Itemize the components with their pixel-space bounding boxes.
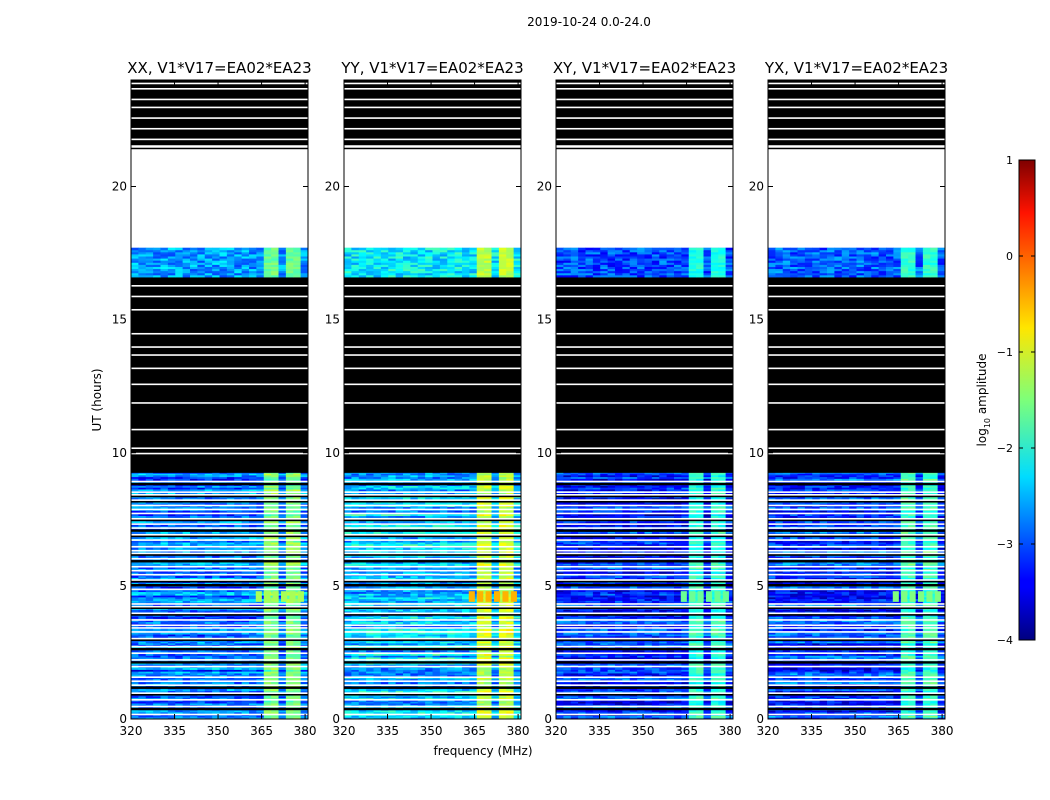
y-tick-label: 0 [544,712,552,726]
colorbar-label: log10 amplitude [975,354,992,447]
y-tick-label: 5 [756,579,764,593]
y-tick-label: 15 [537,313,552,327]
flagged-lines [131,82,308,716]
x-tick-label: 335 [588,724,611,738]
colorbar-tick-label: 1 [1006,154,1013,167]
colorbar: 1 0 −1 −2 −3 −4 log10 amplitude [975,154,1036,647]
x-tick-label: 380 [931,724,954,738]
y-tick-label: 10 [537,446,552,460]
heatmap-block [344,277,521,472]
flagged-lines [768,82,945,716]
plot-frame [767,79,946,720]
x-tick-label: 320 [545,724,568,738]
x-tick-label: 380 [507,724,530,738]
heatmap-block [768,149,945,248]
x-tick-label: 365 [463,724,486,738]
y-tick-label: 10 [749,446,764,460]
plot-frame [130,79,309,720]
y-tick-label: 15 [749,313,764,327]
x-tick-label: 335 [163,724,186,738]
flagged-lines [344,82,521,716]
colorbar-gradient [1018,159,1036,641]
flagged-lines [556,82,733,716]
y-tick-label: 20 [537,180,552,194]
x-tick-label: 365 [887,724,910,738]
figure-suptitle: 2019-10-24 0.0-24.0 [527,15,651,29]
heatmap-panel: 320 335 350 365 380 0 5 10 15 20 YX, V1*V17=EA02*E… [749,59,954,738]
heatmap-block [131,80,308,150]
x-tick-label: 380 [719,724,742,738]
y-tick-label: 5 [332,579,340,593]
colorbar-tick-label: −1 [997,346,1013,359]
y-tick-label: 20 [112,180,127,194]
y-tick-label: 15 [112,313,127,327]
x-tick-label: 335 [376,724,399,738]
colorbar-tick-label: −2 [997,442,1013,455]
heatmap-block [768,277,945,472]
x-tick-label: 350 [844,724,867,738]
x-tick-label: 350 [632,724,655,738]
y-tick-label: 10 [112,446,127,460]
plot-frame [343,79,522,720]
heatmap-block [556,149,733,248]
heatmap-panel: 320 335 350 365 380 0 5 10 15 20 XX, V1*V17=EA02*E… [112,59,317,738]
heatmap-block [556,80,733,150]
y-tick-label: 0 [332,712,340,726]
y-tick-label: 20 [749,180,764,194]
heatmap-block [556,277,733,472]
x-tick-label: 320 [120,724,143,738]
heatmap-block [768,80,945,150]
panel-title: XX, V1*V17=EA02*EA23 [127,59,311,77]
y-tick-label: 10 [325,446,340,460]
panel-title: YY, V1*V17=EA02*EA23 [340,59,523,77]
x-tick-label: 350 [207,724,230,738]
heatmap-panels: 320 335 350 365 380 0 5 10 15 20 XX, V1*V17=EA02*E… [112,59,954,738]
x-axis-label: frequency (MHz) [433,744,532,758]
x-tick-label: 365 [250,724,273,738]
heatmap-block [131,277,308,472]
x-tick-label: 320 [757,724,780,738]
x-tick-label: 320 [333,724,356,738]
x-tick-label: 380 [294,724,317,738]
heatmap-block [344,80,521,150]
heatmap-block [344,149,521,248]
heatmap-panel: 320 335 350 365 380 0 5 10 15 20 YY, V1*V17=EA02*E… [325,59,530,738]
x-tick-label: 335 [800,724,823,738]
colorbar-tick-label: 0 [1006,250,1013,263]
y-tick-label: 5 [119,579,127,593]
colorbar-tick-label: −3 [997,538,1013,551]
y-tick-label: 20 [325,180,340,194]
y-tick-label: 5 [544,579,552,593]
panel-title: XY, V1*V17=EA02*EA23 [553,59,736,77]
heatmap-panel: 320 335 350 365 380 0 5 10 15 20 XY, V1*V17=EA02*E… [537,59,742,738]
y-tick-label: 15 [325,313,340,327]
x-tick-label: 365 [675,724,698,738]
x-tick-label: 350 [420,724,443,738]
panel-title: YX, V1*V17=EA02*EA23 [764,59,948,77]
heatmap-block [131,149,308,248]
y-tick-label: 0 [756,712,764,726]
colorbar-tick-label: −4 [997,634,1013,647]
y-tick-label: 0 [119,712,127,726]
y-axis-label: UT (hours) [90,368,104,431]
plot-frame [555,79,734,720]
